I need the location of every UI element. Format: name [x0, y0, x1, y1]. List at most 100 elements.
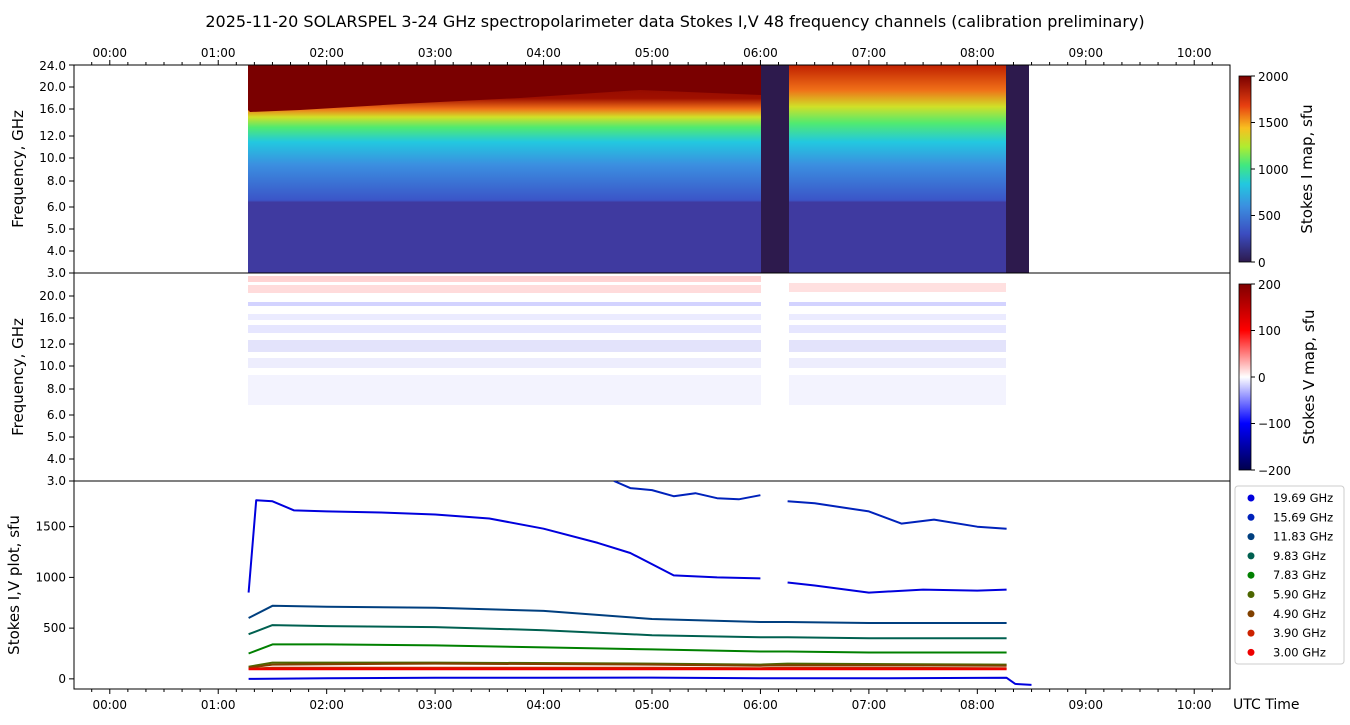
series-line-5: [248, 624, 1007, 640]
time-axis-top: 00:00 01:00 02:00 03:00 04:00 05:00 06:00 07:00…: [91, 46, 1213, 65]
stokes-v-ytick-label: 8.0: [47, 382, 66, 396]
stokes-i-ylabel: Frequency, GHz: [9, 110, 27, 228]
legend-label: 19.69 GHz: [1273, 491, 1333, 505]
stokes-i-cbar-label: 0: [1258, 256, 1266, 270]
series-line-8: [248, 662, 1007, 669]
stokes-v-ytick-label: 6.0: [47, 408, 66, 422]
stokes-i-cbar-label: 1000: [1258, 163, 1289, 177]
legend-marker: [1247, 648, 1255, 656]
stokes-v-ytick-label: 10.0: [39, 359, 66, 373]
stokes-v-cbar-label: −100: [1258, 417, 1291, 431]
stokes-i-ytick-label: 6.0: [47, 200, 66, 214]
stokes-v-cbar-label: 200: [1258, 278, 1281, 292]
legend-marker: [1247, 571, 1255, 579]
stokes-i-colorbar: [1238, 75, 1252, 263]
legend-label: 15.69 GHz: [1273, 510, 1333, 524]
stokes-v-ytick-label: 4.0: [47, 452, 66, 466]
stokes-v-ytick-label: 12.0: [39, 337, 66, 351]
series-line-11: [248, 676, 1032, 686]
legend-label: 11.83 GHz: [1273, 530, 1333, 544]
time-tick-label-top: 00:00: [92, 46, 127, 60]
stokes-iv-ylabel: Stokes I,V plot, sfu: [5, 515, 23, 655]
stokes-i-colorbar-ticks: 0 500 1000 1500 2000: [1251, 70, 1289, 270]
legend-box: [1234, 485, 1345, 665]
stokes-i-colorbar-label: Stokes I map, sfu: [1298, 104, 1316, 233]
stokes-i-yticks: 3.0 4.0 5.0 6.0 8.0 10.0 12.0 16.0 20.0 …: [39, 59, 74, 280]
stokes-i-ytick-label: 24.0: [39, 59, 66, 73]
stokes-v-colorbar-ticks: 200 100 0 −100 −200: [1251, 278, 1291, 478]
time-tick-label-top: 06:00: [743, 46, 778, 60]
stokes-i-ytick-label: 10.0: [39, 151, 66, 165]
time-tick-label-bottom: 08:00: [960, 698, 995, 712]
time-tick-label-bottom: 02:00: [309, 698, 344, 712]
stokes-i-saturation-region: [248, 65, 761, 112]
time-tick-label-top: 02:00: [309, 46, 344, 60]
time-tick-label-bottom: 06:00: [743, 698, 778, 712]
legend: 19.69 GHz 15.69 GHz 11.83 GHz 9.83 GHz 7.83 …: [1234, 485, 1345, 665]
legend-marker: [1247, 591, 1255, 598]
legend-label: 5.90 GHz: [1273, 588, 1326, 602]
time-axis-bottom: 00:00 01:00 02:00 03:00 04:00 05:00 06:00 07:00…: [91, 689, 1213, 712]
stokes-i-panel: 3.0 4.0 5.0 6.0 8.0 10.0 12.0 16.0 20.0 …: [9, 59, 1316, 280]
legend-label: 7.83 GHz: [1273, 568, 1326, 582]
series-line-3: [787, 500, 1007, 530]
legend-label: 3.00 GHz: [1273, 645, 1326, 659]
stokes-i-data-block-2: [789, 65, 1006, 273]
stokes-v-ytick-label: 16.0: [39, 311, 66, 325]
time-tick-label-top: 01:00: [201, 46, 236, 60]
series-line-0: [247, 499, 761, 593]
stokes-iv-ytick-label: 500: [43, 621, 66, 635]
time-tick-label-bottom: 00:00: [92, 698, 127, 712]
stokes-i-ytick-label: 12.0: [39, 129, 66, 143]
time-tick-label-bottom: 01:00: [201, 698, 236, 712]
series-line-6: [248, 643, 1007, 655]
stokes-iv-frame: [73, 480, 1231, 690]
time-tick-label-top: 09:00: [1068, 46, 1103, 60]
legend-items: 19.69 GHz 15.69 GHz 11.83 GHz 9.83 GHz 7.83 …: [1247, 491, 1333, 659]
series-line-1: [787, 581, 1007, 594]
stokes-i-ytick-label: 3.0: [47, 266, 66, 280]
stokes-i-cbar-label: 500: [1258, 209, 1281, 223]
stokes-v-cbar-label: 100: [1258, 324, 1281, 338]
stokes-iv-ytick-label: 0: [58, 672, 66, 686]
legend-marker: [1247, 533, 1255, 541]
stokes-i-ytick-label: 4.0: [47, 244, 66, 258]
stokes-v-panel: 3.0 4.0 5.0 6.0 8.0 10.0 12.0 16.0 20.0 …: [9, 272, 1318, 488]
stokes-v-ylabel: Frequency, GHz: [9, 318, 27, 436]
legend-label: 4.90 GHz: [1273, 607, 1326, 621]
time-tick-label-top: 05:00: [635, 46, 670, 60]
stokes-v-cbar-label: 0: [1258, 371, 1266, 385]
series-line-4: [248, 604, 1007, 624]
stokes-i-ytick-label: 16.0: [39, 102, 66, 116]
stokes-v-bands: [248, 273, 1006, 481]
time-tick-label-top: 03:00: [418, 46, 453, 60]
legend-marker: [1247, 552, 1255, 560]
stokes-v-ytick-label: 20.0: [39, 289, 66, 303]
stokes-iv-yticks: 0 500 1000 1500: [35, 520, 74, 686]
series-line-2: [613, 481, 761, 501]
time-tick-label-bottom: 09:00: [1068, 698, 1103, 712]
time-tick-label-top: 10:00: [1177, 46, 1212, 60]
stokes-v-colorbar-label: Stokes V map, sfu: [1300, 309, 1318, 444]
stokes-v-cbar-label: −200: [1258, 464, 1291, 478]
stokes-iv-series: [247, 481, 1032, 686]
chart-title: 2025-11-20 SOLARSPEL 3-24 GHz spectropol…: [205, 12, 1144, 31]
stokes-i-cbar-label: 1500: [1258, 116, 1289, 130]
stokes-v-ytick-label: 5.0: [47, 430, 66, 444]
stokes-i-ytick-label: 8.0: [47, 174, 66, 188]
stokes-i-ytick-label: 20.0: [39, 80, 66, 94]
stokes-i-cbar-label: 2000: [1258, 70, 1289, 84]
legend-label: 9.83 GHz: [1273, 549, 1326, 563]
series-line-9: [248, 666, 1007, 670]
legend-marker: [1247, 494, 1255, 502]
legend-label: 3.90 GHz: [1273, 626, 1326, 640]
stokes-v-yticks: 3.0 4.0 5.0 6.0 8.0 10.0 12.0 16.0 20.0: [39, 289, 74, 488]
time-tick-label-top: 04:00: [526, 46, 561, 60]
time-tick-label-bottom: 10:00: [1177, 698, 1212, 712]
time-tick-label-top: 07:00: [852, 46, 887, 60]
time-tick-label-bottom: 05:00: [635, 698, 670, 712]
legend-marker: [1247, 610, 1255, 618]
stokes-iv-panel: 0 500 1000 1500 Stokes I,V plot, sfu 19.69 …: [5, 480, 1345, 690]
time-tick-label-bottom: 07:00: [852, 698, 887, 712]
